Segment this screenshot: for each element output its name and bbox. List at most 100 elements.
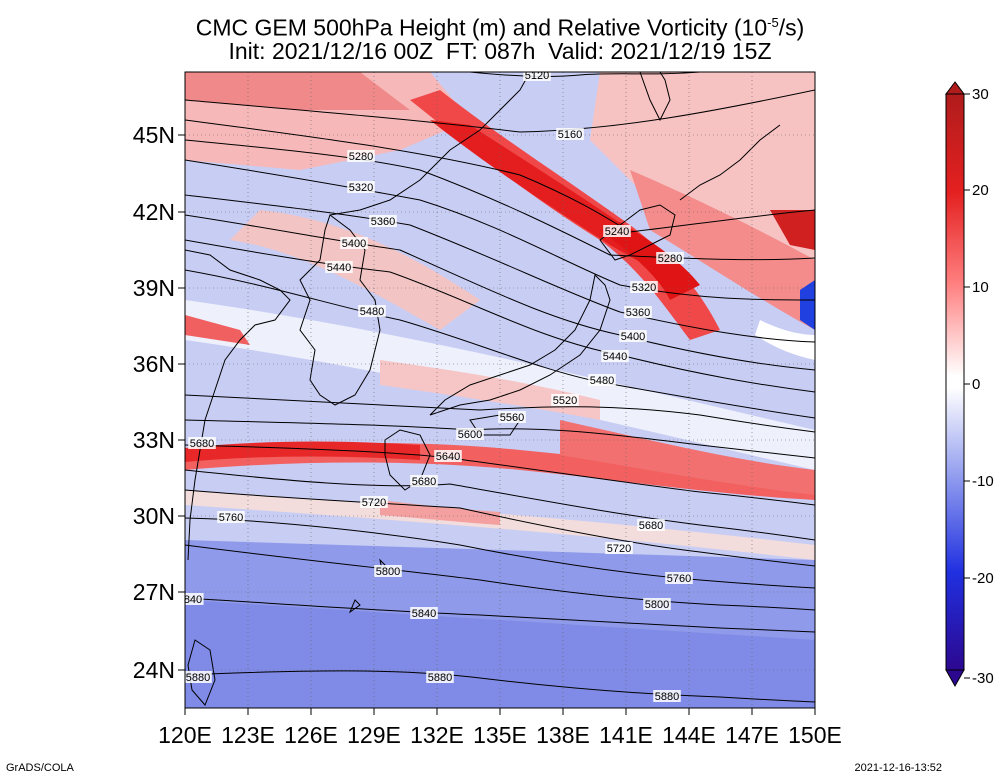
contour-label: 5880 — [655, 691, 679, 703]
lon-tick-label: 126E — [284, 722, 338, 748]
contour-label: 5760 — [667, 573, 691, 585]
lat-tick-label: 42N — [133, 199, 175, 225]
lat-tick-label: 33N — [133, 427, 175, 453]
contour-label-bg — [340, 237, 368, 249]
contour-labels: 5120 5160 5240 5280 5280 5320 5320 5360 5360 5400… — [182, 69, 693, 703]
contour-label: 5400 — [621, 331, 645, 343]
contour-label-bg — [184, 671, 212, 683]
contour-label: 5800 — [645, 599, 669, 611]
contour-label-bg — [188, 437, 216, 449]
lat-tick-label: 24N — [133, 657, 175, 683]
contour-label-bg — [637, 519, 665, 531]
contour-label: 5280 — [658, 253, 682, 265]
contour-label: 5560 — [500, 412, 524, 424]
lat-tick-label: 45N — [133, 122, 175, 148]
contour-label: 5760 — [219, 512, 243, 524]
lon-tick-label: 135E — [473, 722, 527, 748]
contour-label: 5680 — [639, 520, 663, 532]
contour-label: 5520 — [553, 395, 577, 407]
contour-label: 5160 — [558, 129, 582, 141]
contour-label-bg — [498, 411, 526, 423]
contour-label: 5240 — [605, 226, 629, 238]
contour-label-bg — [426, 671, 454, 683]
lon-tick-label: 147E — [725, 722, 779, 748]
contour-label-bg — [410, 475, 438, 487]
contour-label: 5640 — [436, 451, 460, 463]
contour-label-bg — [360, 496, 388, 508]
lat-tick-label: 36N — [133, 351, 175, 377]
contour-label: 5720 — [362, 497, 386, 509]
contour-label-bg — [347, 150, 375, 162]
contour-label-bg — [556, 128, 584, 140]
contour-label-bg — [653, 690, 681, 702]
lat-tick-label: 27N — [133, 579, 175, 605]
contour-label: 5440 — [327, 262, 351, 274]
contour-label: 5880 — [428, 672, 452, 684]
lon-tick-label: 123E — [221, 722, 275, 748]
colorbar-bottom-arrow — [945, 669, 965, 688]
lon-axis: 120E 123E 126E 129E 132E 135E 138E 141E 144E 147E… — [158, 708, 842, 748]
contour-label-bg — [643, 598, 671, 610]
contour-label-bg — [601, 350, 629, 362]
contour-label-bg — [410, 607, 438, 619]
colorbar-bar — [945, 93, 965, 671]
contour-label-bg — [551, 394, 579, 406]
colorbar-top-arrow — [945, 81, 965, 95]
lon-tick-label: 141E — [599, 722, 653, 748]
chart-subtitle: Init: 2021/12/16 00Z FT: 087h Valid: 202… — [228, 38, 772, 64]
contour-label: 840 — [184, 594, 202, 606]
contour-label: 5120 — [525, 70, 549, 82]
contour-label-bg — [588, 374, 616, 386]
colorbar-tick-label: -20 — [972, 570, 994, 587]
contour-label-bg — [217, 511, 245, 523]
contour-label: 5680 — [190, 438, 214, 450]
contour-label: 5360 — [626, 307, 650, 319]
contour-label-bg — [325, 261, 353, 273]
contour-label: 5360 — [371, 216, 395, 228]
contour-label: 5480 — [590, 375, 614, 387]
chart-title: CMC GEM 500hPa Height (m) and Relative V… — [0, 10, 1000, 41]
colorbar-tick-label: 20 — [972, 182, 989, 199]
contour-label-bg — [456, 428, 484, 440]
contour-label-bg — [434, 450, 462, 462]
contour-label: 5440 — [603, 351, 627, 363]
colorbar: 30 20 10 0 -10 -20 -30 — [945, 81, 994, 688]
footer-credit: GrADS/COLA — [6, 762, 74, 774]
title-exponent: -5 — [767, 15, 779, 30]
contour-label: 5680 — [412, 476, 436, 488]
lon-tick-label: 138E — [536, 722, 590, 748]
lon-tick-label: 120E — [158, 722, 212, 748]
contour-label: 5840 — [412, 608, 436, 620]
graticule — [185, 72, 815, 708]
contour-label-bg — [656, 252, 684, 264]
colorbar-tick-label: -30 — [972, 670, 994, 687]
title-suffix: /s) — [778, 14, 805, 41]
contour-label-bg — [347, 181, 375, 193]
contour-label: 5280 — [349, 151, 373, 163]
footer-timestamp: 2021-12-16-13:52 — [854, 762, 942, 774]
contour-label-bg — [605, 542, 633, 554]
vorticity-field — [185, 72, 815, 708]
lat-tick-label: 30N — [133, 503, 175, 529]
contour-label-bg — [624, 306, 652, 318]
contour-label: 5600 — [458, 429, 482, 441]
lon-tick-label: 132E — [410, 722, 464, 748]
contour-label: 5800 — [376, 566, 400, 578]
contour-label-bg — [369, 215, 397, 227]
lon-tick-label: 129E — [347, 722, 401, 748]
contour-label: 5400 — [342, 238, 366, 250]
title-prefix: CMC GEM 500hPa Height (m) and Relative V… — [195, 14, 768, 41]
contour-label-bg — [374, 565, 402, 577]
contour-label: 5880 — [186, 672, 210, 684]
contour-label: 5480 — [360, 306, 384, 318]
contour-label-bg — [665, 572, 693, 584]
contour-label-bg — [619, 330, 647, 342]
lon-tick-label: 144E — [662, 722, 716, 748]
coastlines — [185, 72, 781, 706]
lon-tick-label: 150E — [788, 722, 842, 748]
colorbar-tick-label: 10 — [972, 279, 989, 296]
contour-label: 5720 — [607, 543, 631, 555]
contour-label-bg — [182, 593, 204, 605]
contour-label: 5320 — [632, 282, 656, 294]
